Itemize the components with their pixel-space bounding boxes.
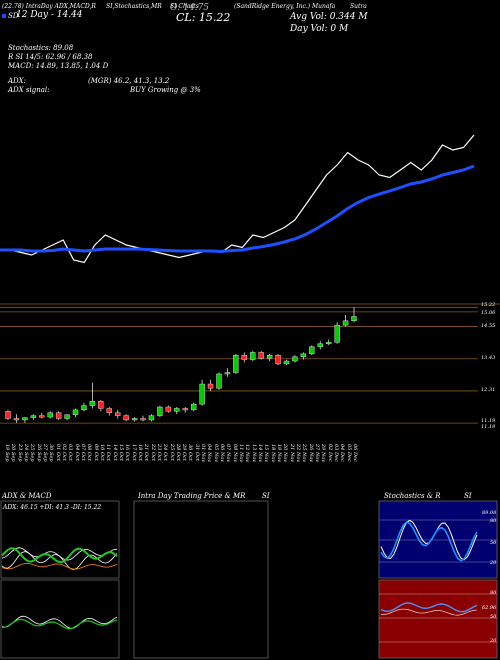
open-label: O: 14.75 <box>170 3 210 13</box>
candle-body <box>250 352 256 360</box>
price-axis-label: 11.19 <box>481 418 496 425</box>
candle-body <box>190 403 197 411</box>
candle-body <box>233 355 239 373</box>
candle-body <box>47 412 53 418</box>
mgr-text: (MGR) 46.2, 41.3, 13.2 <box>88 77 170 85</box>
candle-body <box>131 418 138 421</box>
candle-body <box>106 408 112 413</box>
price-axis-label: 13.43 <box>481 354 496 361</box>
candle-body <box>199 383 205 405</box>
intraday-panel <box>133 500 269 659</box>
candle-body <box>5 411 11 419</box>
candle-body <box>351 316 357 322</box>
average-line <box>0 164 475 254</box>
mrsi-line <box>380 608 478 616</box>
stoch-text: Stochastics: 89.08 <box>8 44 74 52</box>
macd-line <box>1 615 118 629</box>
macd-panel <box>0 579 120 659</box>
adx-panel-title: ADX & MACD <box>2 492 52 500</box>
candle-body <box>334 324 340 343</box>
candle-body <box>81 405 87 411</box>
candle-body <box>64 414 70 419</box>
candle-body <box>13 418 20 421</box>
candle-body <box>216 373 222 389</box>
candle-body <box>165 406 172 412</box>
candle-body <box>123 415 129 421</box>
stoch-axis-80: 80 <box>490 518 497 524</box>
intraday-panel-si: SI <box>262 492 270 500</box>
day-label: 12 Day - 14.44 <box>16 10 83 20</box>
price-axis-label: 14.55 <box>481 322 496 329</box>
rsi-line <box>380 602 478 613</box>
adx-line-2 <box>1 547 118 561</box>
candle-body <box>182 408 188 411</box>
price-line <box>0 134 475 264</box>
candle-body <box>224 372 231 375</box>
price-axis-label: 15.06 <box>481 309 496 316</box>
candle-body <box>39 415 45 418</box>
candle-body <box>292 356 298 362</box>
candle-body <box>300 353 307 357</box>
candle-body <box>22 417 28 421</box>
candle-body <box>275 355 281 365</box>
avg-vol: Avg Vol: 0.344 M <box>290 12 368 22</box>
header-title-5: Sutra <box>350 3 367 10</box>
candle-body <box>98 401 104 409</box>
candle-body <box>241 355 247 360</box>
legend-marker-icon <box>2 14 6 18</box>
candle-body <box>258 352 264 359</box>
adx-panel <box>0 500 120 579</box>
legend-symbol: SD <box>8 12 19 20</box>
rsi-axis-50: 50 <box>490 614 497 620</box>
candle-body <box>207 383 214 389</box>
adx-text: ADX: <box>8 77 27 85</box>
price-axis-label: 15.22 <box>481 302 496 309</box>
buy-signal-text: BUY Growing @ 3% <box>130 86 201 94</box>
stochastics-panel <box>378 500 498 579</box>
candle-body <box>140 418 146 421</box>
adx-values: ADX: 46.15 +DI: 41.3 -DI: 15.22 <box>3 504 102 511</box>
rsi-axis-80: 80 <box>490 590 497 596</box>
candle-body <box>55 412 62 419</box>
intraday-panel-title: Intra Day Trading Price & MR <box>138 492 246 500</box>
stoch-d-line <box>380 521 478 562</box>
rsi-axis-20: 20 <box>490 638 497 644</box>
candle-body <box>148 415 155 421</box>
main-chart <box>0 134 500 424</box>
rsi-text: R SI 14/5: 62.96 / 68.38 <box>8 53 93 61</box>
minus-di-line <box>1 562 118 570</box>
stoch-axis-50: 50 <box>490 540 497 546</box>
candle-body <box>325 342 332 345</box>
stoch-panel-title: Stochastics & R <box>384 492 441 500</box>
candle-body <box>283 360 290 365</box>
price-axis-label: 11.19 <box>481 424 496 431</box>
close-label: CL: 15.22 <box>176 11 231 24</box>
rsi-panel <box>378 579 498 659</box>
price-axis-label: 12.31 <box>481 386 496 393</box>
day-vol: Day Vol: 0 M <box>290 24 349 34</box>
header-title-4: (SandRidge Energy, Inc.) Munafa <box>234 3 336 10</box>
adx-signal-text: ADX signal: <box>8 86 50 94</box>
stoch-axis-20: 20 <box>490 560 497 566</box>
stoch-panel-si: SI <box>464 492 472 500</box>
stoch-value: 89.08 <box>482 510 497 516</box>
header-title-3: SI Charts <box>170 3 199 10</box>
header-title-2: SI,Stochastics,MR <box>106 3 162 10</box>
candle-body <box>174 408 180 412</box>
macd-signal-line <box>1 618 118 630</box>
candle-body <box>342 320 349 326</box>
candle-body <box>317 343 323 347</box>
candle-body <box>72 409 79 415</box>
candle-body <box>30 415 37 418</box>
candle-body <box>157 406 163 416</box>
candle-body <box>89 401 96 406</box>
plus-di-line <box>1 547 118 564</box>
macd-text: MACD: 14.89, 13.85, 1.04 D <box>8 62 109 70</box>
candle-body <box>266 355 273 359</box>
rsi-value: 62.96 <box>482 605 497 611</box>
candle-body <box>309 346 315 355</box>
candle-body <box>115 412 121 416</box>
header-title-1: (22.78) IntraDay ADX,MACD,R <box>2 3 96 10</box>
